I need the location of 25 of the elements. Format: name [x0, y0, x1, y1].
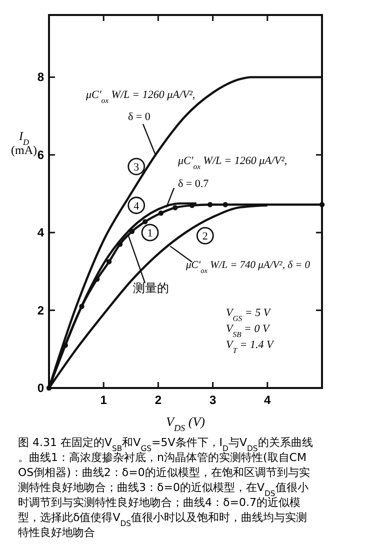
x-tick-label: 1	[100, 393, 108, 407]
annotation: δ = 0	[128, 111, 151, 123]
series-label: 3	[134, 162, 140, 174]
x-tick-label: 4	[264, 393, 272, 407]
y-tick-label: 8	[37, 70, 44, 84]
annotation: V$_{SB}$ = 0 V	[226, 323, 270, 338]
series-label: 2	[202, 230, 208, 243]
annotation: δ = 0.7	[178, 178, 210, 190]
annotation: μC′$_{ox}$ W/L = 1260 μA/V²,	[177, 155, 288, 170]
series-label: 1	[147, 228, 153, 240]
annotation: μC′$_{ox}$ W/L = 740 μA/V², δ = 0	[185, 260, 311, 274]
x-tick-label: 3	[209, 393, 216, 407]
y-tick-label: 6	[37, 148, 44, 162]
annotation: V$_{T}$ = 1.4 V	[226, 339, 274, 354]
annotation: V$_{GS}$ = 5 V	[226, 307, 272, 322]
annotation: 测量的	[133, 281, 169, 295]
y-axis-title: I$_{D}$ (mA)	[11, 129, 37, 157]
x-tick-label: 2	[154, 393, 162, 407]
text: 图 4.31 在固定的V$_{SB}$和V$_{GS}$=5V条件下，I$_{D}$与V$_{DS}$的关系曲线。曲线1：高浓度掺杂衬底，n沟晶体管的实测特性(取自CMOS倒相器)：曲线2：δ=0的近似模型，在饱和区调节到与实测特性良好地吻合；曲线3：δ=0的近似模型，在V$_{DS}$值很小时调节到与实测特性良好地吻合；曲线4：δ=0.7的近似模型，选择此δ值使得V$_{DS}$值很小时以及饱和时，曲线均与实测特性良好地吻合	[18, 436, 313, 539]
annotation: μC′$_{ox}$ W/L = 1260 μA/V²,	[85, 89, 196, 104]
y-tick-label: 0	[37, 381, 44, 395]
y-tick-label: 4	[37, 226, 44, 240]
y-tick-label: 2	[37, 303, 44, 318]
series-label: 4	[134, 200, 140, 212]
x-axis-title: V$_{DS}$ (V)	[166, 414, 205, 433]
